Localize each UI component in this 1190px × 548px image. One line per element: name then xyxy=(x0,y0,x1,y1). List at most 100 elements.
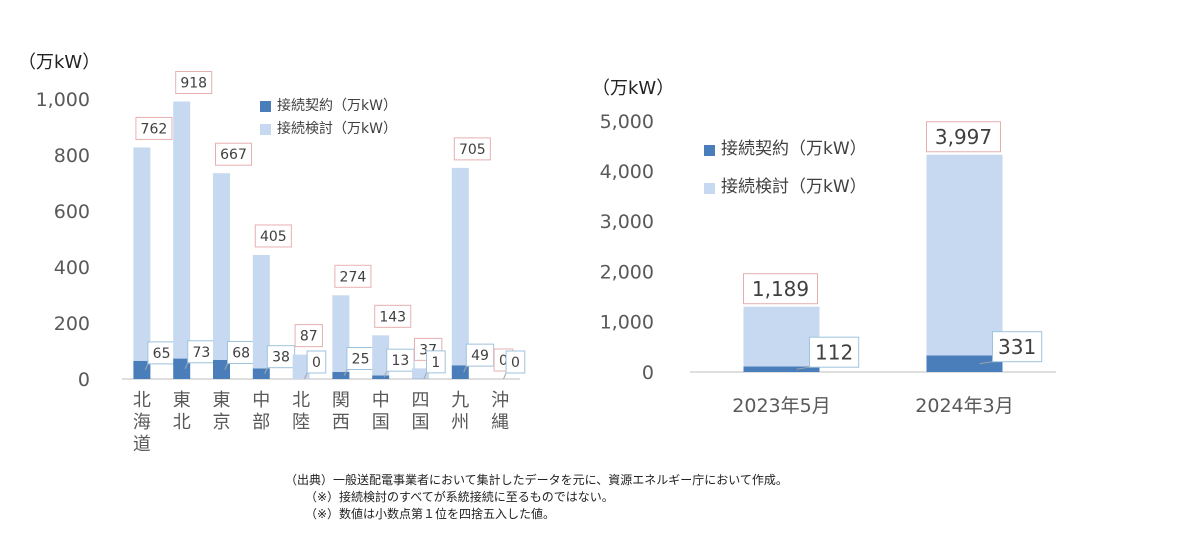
bar-study xyxy=(252,254,270,369)
y-tick-label: 0 xyxy=(78,369,90,391)
contract-leader-line xyxy=(304,372,308,380)
bar-contract xyxy=(173,358,191,379)
y-tick-label: 1,000 xyxy=(600,312,654,334)
bar-study xyxy=(926,154,1003,356)
contract-value-label: 112 xyxy=(815,340,853,364)
source-note: （出典）一般送配電事業者において集計したデータを元に、資源エネルギー庁において作… xyxy=(285,473,788,487)
study-value-label: 274 xyxy=(340,269,367,285)
category-label: 国 xyxy=(412,412,430,433)
study-value-label: 3,997 xyxy=(935,125,992,149)
contract-value-label: 38 xyxy=(272,350,290,366)
y-tick-label: 200 xyxy=(54,313,90,335)
study-value-label: 87 xyxy=(300,329,318,345)
contract-value-box xyxy=(992,331,1043,363)
y-tick-label: 800 xyxy=(54,145,90,167)
category-label: 中 xyxy=(372,390,390,411)
category-label: 京 xyxy=(213,412,231,433)
category-label: 北 xyxy=(133,390,151,411)
legend-swatch xyxy=(260,124,271,135)
contract-leader-line xyxy=(796,366,810,370)
contract-value-label: 25 xyxy=(352,352,370,368)
category-label: 2024年3月 xyxy=(915,395,1013,417)
study-value-box xyxy=(334,264,372,288)
bar-contract xyxy=(252,368,270,379)
bar-study xyxy=(332,295,350,372)
study-value-box xyxy=(926,121,1001,153)
bar-contract xyxy=(372,375,390,379)
bar-study xyxy=(292,354,310,379)
notes: （出典）一般送配電事業者において集計したデータを元に、資源エネルギー庁において作… xyxy=(285,472,788,523)
study-value-label: 143 xyxy=(379,309,406,325)
contract-leader-line xyxy=(224,363,228,370)
bar-study xyxy=(451,167,469,366)
category-label: 東 xyxy=(173,390,191,411)
contract-value-label: 1 xyxy=(431,355,440,371)
category-label: 州 xyxy=(451,412,469,433)
category-label: 道 xyxy=(133,434,151,455)
contract-leader-line xyxy=(343,369,348,376)
y-tick-label: 3,000 xyxy=(600,211,654,233)
category-label: 陸 xyxy=(292,412,310,433)
y-tick-label: 0 xyxy=(642,362,654,384)
contract-leader-line xyxy=(423,372,427,380)
bar-contract xyxy=(213,359,230,379)
y-axis-label: （万kW） xyxy=(592,78,674,99)
y-axis-label: （万kW） xyxy=(18,52,100,73)
contract-value-label: 331 xyxy=(998,335,1036,359)
bar-study xyxy=(412,368,429,379)
contract-leader-line xyxy=(144,363,149,371)
contract-value-label: 13 xyxy=(391,353,409,369)
y-tick-label: 400 xyxy=(54,257,90,279)
bar-contract xyxy=(926,355,1003,372)
y-tick-label: 4,000 xyxy=(600,161,654,183)
contract-leader-line xyxy=(503,372,507,380)
bar-contract xyxy=(451,365,469,379)
contract-value-box xyxy=(426,350,446,374)
study-value-label: 0 xyxy=(499,353,508,369)
category-label: 部 xyxy=(252,412,270,433)
category-label: 中 xyxy=(252,390,270,411)
total-chart: （万kW） 0 1,000 2,000 3,000 4,000 5,000 2023年5月 1,… xyxy=(592,78,1056,417)
contract-leader-line xyxy=(184,362,189,369)
study-value-label: 405 xyxy=(260,229,287,245)
y-tick-label: 1,000 xyxy=(36,89,90,111)
category-label: 沖 xyxy=(491,390,509,411)
note-2: （※）数値は小数点第１位を四捨五入した値。 xyxy=(305,507,556,521)
study-value-label: 705 xyxy=(459,142,486,158)
contract-value-label: 49 xyxy=(471,348,489,364)
legend-swatch xyxy=(260,101,271,112)
y-tick-label: 2,000 xyxy=(600,261,654,283)
contract-value-box xyxy=(809,336,860,368)
contract-leader-line xyxy=(463,365,467,373)
category-label: 北 xyxy=(292,390,310,411)
bar-study xyxy=(173,101,191,359)
study-value-box xyxy=(215,142,253,166)
study-value-label: 918 xyxy=(180,76,207,92)
contract-leader-line xyxy=(979,361,993,365)
bar-study xyxy=(133,147,151,361)
contract-value-label: 65 xyxy=(153,346,171,362)
study-value-label: 762 xyxy=(141,121,168,137)
category-label: 東 xyxy=(213,390,231,411)
contract-value-label: 0 xyxy=(511,355,520,371)
study-value-box xyxy=(254,224,292,248)
bar-study xyxy=(743,306,820,367)
contract-value-box xyxy=(505,350,526,374)
legend-swatch xyxy=(704,183,715,194)
category-label: 西 xyxy=(332,412,350,433)
contract-leader-line xyxy=(383,370,388,378)
contract-value-label: 0 xyxy=(312,355,321,371)
category-label: 縄 xyxy=(491,412,509,433)
legend-swatch xyxy=(704,145,715,156)
bar-study xyxy=(213,173,230,360)
category-label: 2023年5月 xyxy=(732,395,830,417)
category-label: 四 xyxy=(412,390,430,411)
study-value-box xyxy=(294,324,323,348)
legend-label: 接続契約（万kW） xyxy=(721,139,867,159)
contract-value-box xyxy=(306,350,327,374)
contract-value-label: 73 xyxy=(192,345,210,361)
bar-contract xyxy=(332,372,350,379)
category-label: 海 xyxy=(133,412,151,433)
legend-label: 接続契約（万kW） xyxy=(277,97,397,114)
study-value-box xyxy=(175,71,213,95)
